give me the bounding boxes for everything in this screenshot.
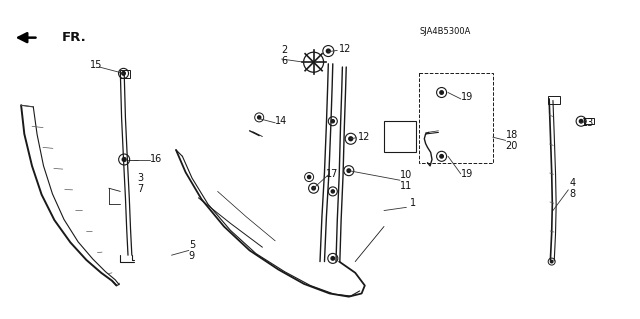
Circle shape: [579, 120, 583, 123]
Bar: [120, 70, 131, 78]
Text: 12: 12: [339, 44, 351, 55]
Text: FR.: FR.: [61, 31, 86, 44]
Circle shape: [332, 120, 334, 123]
Text: 19: 19: [461, 92, 473, 102]
Circle shape: [347, 169, 351, 172]
Circle shape: [258, 116, 260, 119]
Text: 16: 16: [150, 154, 163, 165]
Bar: [584, 118, 595, 124]
Text: 10
11: 10 11: [400, 170, 412, 191]
Bar: [548, 96, 560, 105]
Text: SJA4B5300A: SJA4B5300A: [419, 27, 470, 36]
Circle shape: [326, 49, 330, 53]
Text: 2
6: 2 6: [282, 45, 288, 66]
Circle shape: [308, 175, 310, 179]
Text: 1: 1: [410, 197, 416, 208]
Circle shape: [332, 190, 334, 193]
Circle shape: [331, 257, 335, 260]
Circle shape: [550, 260, 553, 263]
Text: 13: 13: [582, 118, 595, 128]
Circle shape: [440, 91, 444, 94]
Circle shape: [349, 137, 353, 141]
Circle shape: [122, 72, 125, 75]
Text: 14: 14: [275, 116, 287, 126]
Circle shape: [312, 187, 316, 190]
Text: 18
20: 18 20: [506, 130, 518, 151]
Text: 12: 12: [358, 132, 371, 142]
Text: 15: 15: [90, 60, 102, 70]
Text: 5
9: 5 9: [189, 240, 195, 261]
Bar: [419, 73, 493, 163]
Bar: [384, 121, 416, 152]
Circle shape: [122, 158, 126, 161]
Text: 3
7: 3 7: [138, 173, 144, 194]
Circle shape: [440, 155, 444, 158]
Text: 19: 19: [461, 169, 473, 179]
Text: 17: 17: [326, 169, 339, 179]
Text: 4
8: 4 8: [570, 178, 576, 199]
